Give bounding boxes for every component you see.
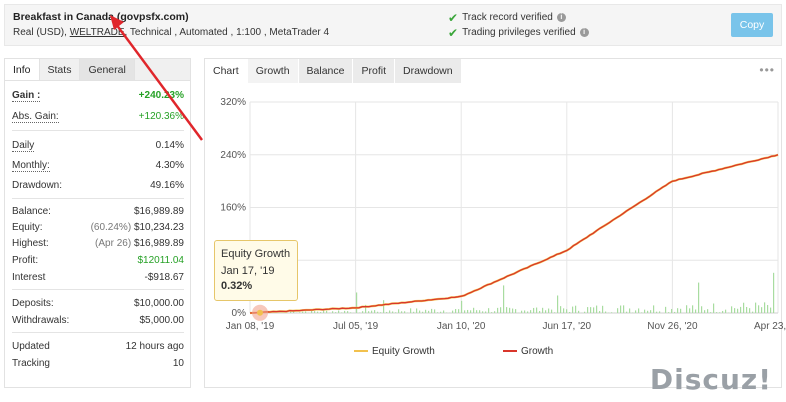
stat-updated: Updated 12 hours ago	[12, 341, 184, 353]
stat-daily: Daily 0.14%	[12, 140, 184, 152]
equity-amount: $10,234.23	[133, 222, 184, 233]
chart-panel: Chart Growth Balance Profit Drawdown •••	[204, 58, 782, 388]
account-subtitle: Real (USD), WELTRADE, Technical , Automa…	[13, 27, 329, 38]
tab-growth[interactable]: Growth	[247, 59, 299, 83]
check-icon: ✔	[448, 25, 459, 40]
stat-balance: Balance: $16,989.89	[12, 206, 184, 218]
tab-chart[interactable]: Chart	[205, 59, 248, 83]
tooltip-title: Equity Growth	[221, 248, 291, 260]
highest-label: Highest:	[12, 238, 49, 249]
stat-interest: Interest -$918.67	[12, 272, 184, 284]
account-details: , Technical , Automated , 1:100 , MetaTr…	[124, 27, 330, 38]
highest-date: (Apr 26)	[95, 238, 132, 249]
tracking-value: 10	[172, 358, 184, 369]
stat-highest: Highest: (Apr 26) $16,989.89	[12, 238, 184, 250]
chart-tooltip: Equity Growth Jan 17, '19 0.32%	[214, 240, 298, 301]
gain-value: +240.23%	[138, 90, 184, 101]
stat-withdrawals: Withdrawals: $5,000.00	[12, 315, 184, 327]
balance-label: Balance:	[12, 206, 51, 217]
track-record-label: Track record verified	[462, 12, 553, 23]
monthly-label[interactable]: Monthly:	[12, 160, 50, 172]
watermark-logo: Discuz!	[649, 363, 772, 396]
stat-tracking: Tracking 10	[12, 358, 184, 370]
stat-profit: Profit: $12011.04	[12, 255, 184, 267]
gain-label[interactable]: Gain :	[12, 90, 41, 102]
trading-privileges-status: ✔ Trading privileges verified i	[448, 25, 589, 40]
stat-gain: Gain : +240.23%	[12, 90, 184, 102]
deposits-label: Deposits:	[12, 298, 54, 309]
highest-amount: $16,989.89	[133, 238, 184, 249]
chart-tabs: Chart Growth Balance Profit Drawdown	[205, 59, 462, 83]
tab-profit[interactable]: Profit	[353, 59, 395, 83]
abs-gain-value: +120.36%	[138, 111, 184, 122]
equity-percent: (60.24%)	[90, 222, 132, 233]
track-record-status: ✔ Track record verified i	[448, 10, 566, 25]
monthly-value: 4.30%	[155, 160, 184, 171]
interest-label: Interest	[12, 272, 46, 283]
tab-general[interactable]: General	[80, 59, 135, 80]
broker-link[interactable]: WELTRADE	[69, 27, 125, 38]
stat-abs-gain: Abs. Gain: +120.36%	[12, 111, 184, 123]
equity-label: Equity:	[12, 222, 43, 233]
daily-label[interactable]: Daily	[12, 140, 35, 152]
highest-value: (Apr 26) $16,989.89	[95, 238, 184, 249]
drawdown-label: Drawdown:	[12, 180, 63, 191]
stats-panel: Info Stats General Gain : +240.23% Abs. …	[4, 58, 191, 388]
updated-value: 12 hours ago	[125, 341, 184, 352]
tooltip-date: Jan 17, '19	[221, 265, 275, 277]
divider	[12, 289, 184, 290]
stat-deposits: Deposits: $10,000.00	[12, 298, 184, 310]
account-header: Breakfast in Canada (govpsfx.com) Real (…	[4, 4, 782, 46]
tab-balance[interactable]: Balance	[298, 59, 354, 83]
tracking-label: Tracking	[12, 358, 50, 369]
account-title[interactable]: Breakfast in Canada (govpsfx.com)	[13, 11, 189, 23]
info-icon[interactable]: i	[556, 13, 566, 22]
more-dots-icon[interactable]: •••	[759, 63, 775, 77]
tab-drawdown[interactable]: Drawdown	[395, 59, 462, 83]
withdrawals-label: Withdrawals:	[12, 315, 70, 326]
profit-value: $12011.04	[137, 255, 184, 266]
profit-label: Profit:	[12, 255, 39, 266]
divider	[12, 198, 184, 199]
daily-value: 0.14%	[155, 140, 184, 151]
equity-value: (60.24%) $10,234.23	[91, 222, 184, 233]
abs-gain-label[interactable]: Abs. Gain:	[12, 111, 59, 123]
updated-label: Updated	[12, 341, 50, 352]
divider	[12, 130, 184, 131]
drawdown-value: 49.16%	[150, 180, 184, 191]
trading-privileges-label: Trading privileges verified	[462, 27, 576, 38]
tooltip-value: 0.32%	[221, 280, 253, 292]
stat-monthly: Monthly: 4.30%	[12, 160, 184, 172]
check-icon: ✔	[448, 10, 459, 25]
withdrawals-value: $5,000.00	[139, 315, 185, 326]
divider	[12, 332, 184, 333]
deposits-value: $10,000.00	[133, 298, 184, 309]
balance-value: $16,989.89	[133, 206, 184, 217]
tab-info[interactable]: Info	[5, 59, 40, 80]
stat-drawdown: Drawdown: 49.16%	[12, 180, 184, 192]
copy-button[interactable]: Copy	[731, 13, 773, 37]
tab-stats[interactable]: Stats	[40, 59, 81, 80]
account-type: Real (USD),	[13, 27, 70, 38]
stat-equity: Equity: (60.24%) $10,234.23	[12, 222, 184, 234]
stats-tabs: Info Stats General	[5, 59, 190, 81]
interest-value: -$918.67	[144, 272, 184, 283]
info-icon[interactable]: i	[579, 28, 589, 37]
